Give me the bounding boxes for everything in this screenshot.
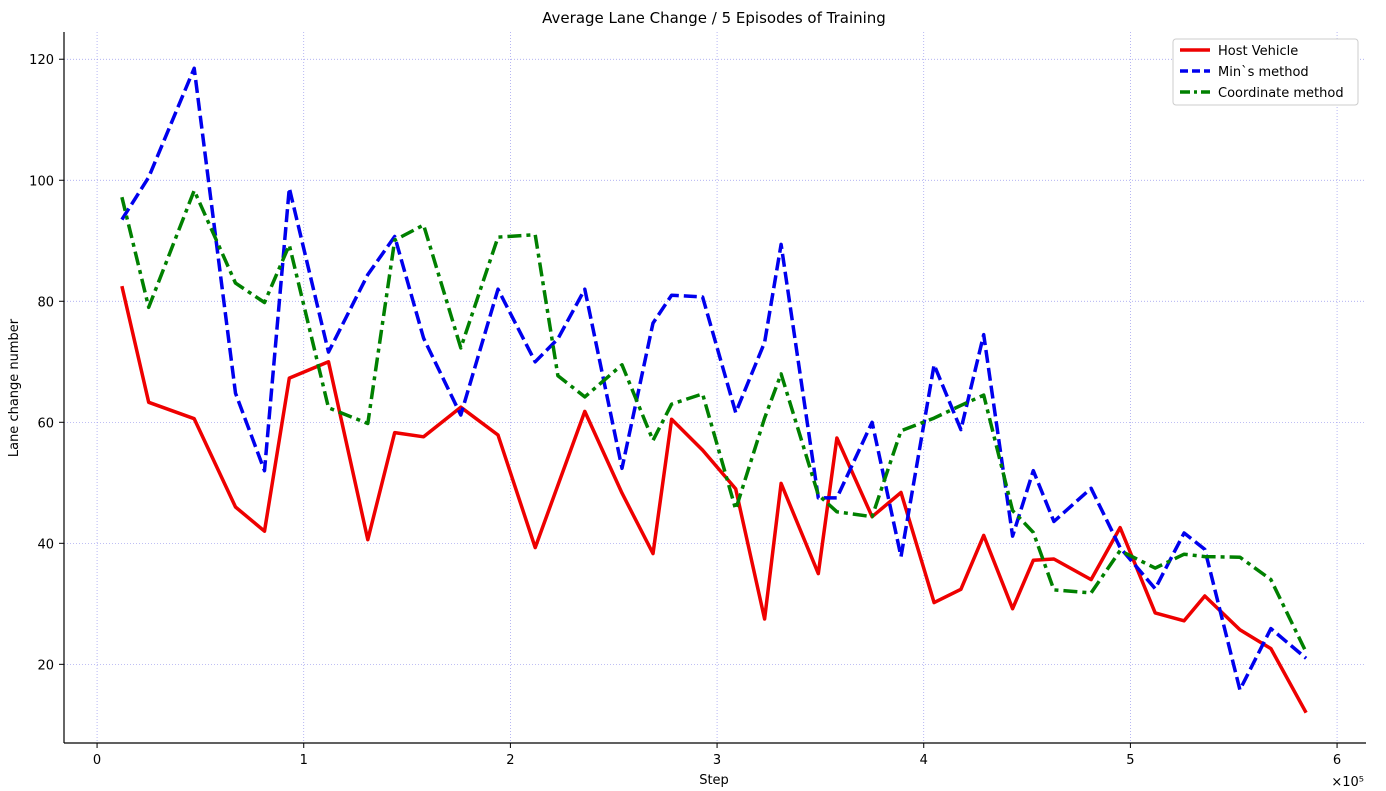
chart-title: Average Lane Change / 5 Episodes of Trai… (542, 9, 886, 27)
x-tick-label: 0 (93, 753, 101, 768)
x-tick-label: 6 (1333, 753, 1341, 768)
legend-label-host-vehicle: Host Vehicle (1218, 44, 1298, 59)
x-tick-label: 1 (300, 753, 308, 768)
y-tick-label: 20 (37, 658, 54, 673)
x-tick-label: 5 (1126, 753, 1134, 768)
y-tick-label: 120 (29, 53, 54, 68)
y-tick-label: 100 (29, 174, 54, 189)
x-tick-label: 3 (713, 753, 721, 768)
y-tick-label: 60 (37, 416, 54, 431)
series-layer (120, 66, 1308, 714)
legend-label-mins-method: Min`s method (1218, 65, 1309, 80)
axes (59, 32, 1366, 748)
y-axis-label: Lane change number (7, 318, 22, 457)
y-tick-label: 40 (37, 537, 54, 552)
legend-label-coordinate-method: Coordinate method (1218, 86, 1344, 101)
tick-labels: 0 1 2 3 4 5 6 20 40 60 80 100 120 (29, 53, 1341, 768)
series-line-coordinate-method (120, 188, 1308, 653)
y-tick-label: 80 (37, 295, 54, 310)
legend-box (1172, 38, 1359, 106)
x-tick-label: 4 (920, 753, 928, 768)
series-line-host-vehicle (120, 285, 1308, 714)
x-axis-multiplier: ×10⁵ (1331, 775, 1364, 790)
x-tick-label: 2 (506, 753, 514, 768)
series-line-mins-method (120, 66, 1308, 692)
x-axis-label: Step (699, 773, 729, 788)
legend: Host Vehicle Min`s method Coordinate met… (1172, 38, 1359, 106)
